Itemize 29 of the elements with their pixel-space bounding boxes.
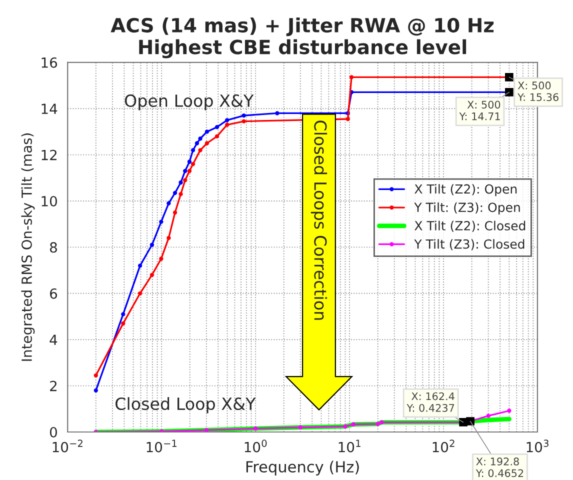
annotation: Closed Loop X&Y xyxy=(116,397,256,414)
y-tick-label: 10 xyxy=(42,196,57,206)
annotation: Open Loop X&Y xyxy=(124,94,254,110)
legend-label: X Tilt (Z2): Closed xyxy=(414,220,526,232)
y-tick-label: 8 xyxy=(50,242,57,253)
x-tick-label: 10$^{0}$ xyxy=(244,440,267,452)
x-tick-label: 10$^{−2}$ xyxy=(52,440,82,452)
y-tick-label: 6 xyxy=(50,288,58,299)
annotation: Closed Loops Correction xyxy=(310,120,328,320)
y-tick-label: 12 xyxy=(42,150,56,160)
annotation: X: 500 Y: 15.36 xyxy=(518,82,558,102)
legend-label: Y Tilt (Z3): Closed xyxy=(414,239,524,250)
y-axis-title: Integrated RMS On-sky Tilt (mas) xyxy=(21,133,35,361)
x-tick-label: 10$^{−1}$ xyxy=(146,440,177,452)
y-tick-label: 14 xyxy=(42,104,58,114)
chart-title: ACS (14 mas) + Jitter RWA @ 10 Hz Highest CBE disturbance level xyxy=(110,18,494,58)
x-tick-label: 10$^{1}$ xyxy=(338,440,360,452)
annotation: X: 500 Y: 14.71 xyxy=(459,100,500,120)
y-tick-label: 0 xyxy=(50,426,57,438)
legend-label: X Tilt (Z2): Open xyxy=(414,184,517,196)
y-tick-label: 16 xyxy=(42,57,58,68)
x-tick-label: 10$^{2}$ xyxy=(432,440,454,452)
legend-label: Y Tilt: (Z3): Open xyxy=(414,202,520,215)
x-axis-title: Frequency (Hz) xyxy=(246,460,359,476)
annotation: X: 192.8 Y: 0.4652 xyxy=(476,458,524,478)
y-tick-label: 4 xyxy=(50,334,58,345)
x-tick-label: 10$^{3}$ xyxy=(526,440,548,452)
annotation: X: 162.4 Y: 0.4237 xyxy=(406,392,454,412)
y-tick-label: 2 xyxy=(50,380,56,392)
